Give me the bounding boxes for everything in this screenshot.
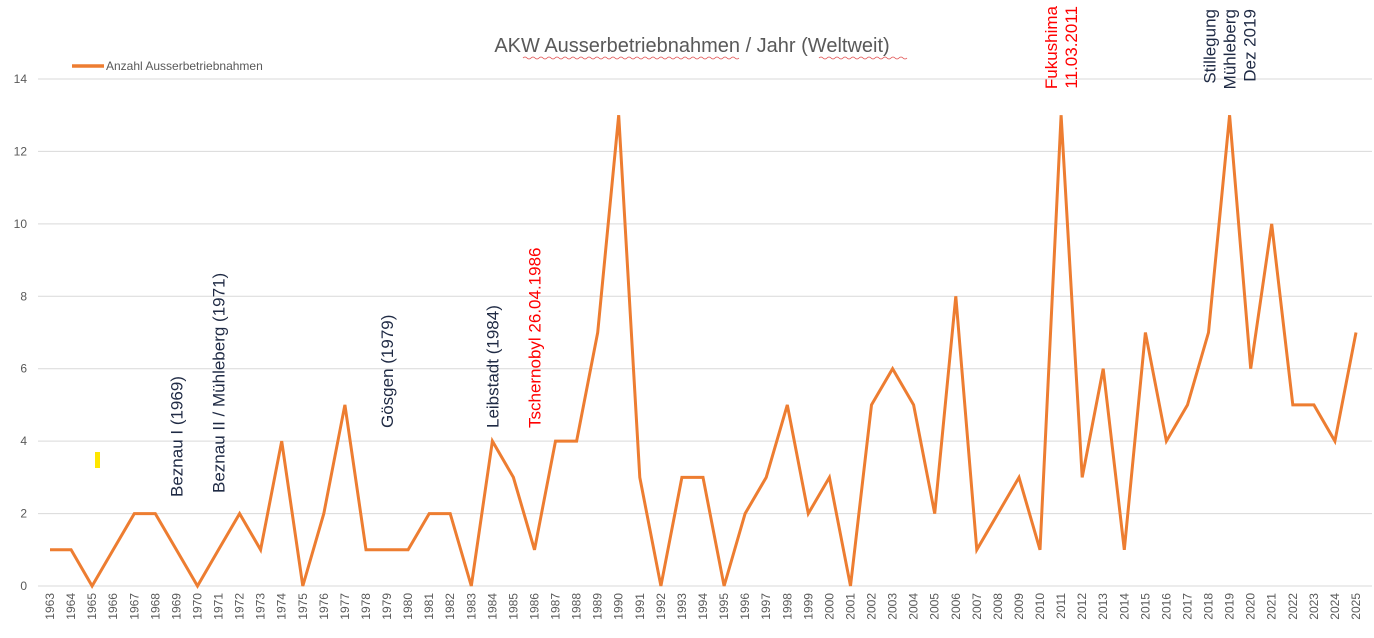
x-tick-label: 1985 (506, 593, 520, 620)
x-tick-label: 1969 (169, 593, 183, 620)
legend-label: Anzahl Ausserbetriebnahmen (106, 59, 263, 73)
annotation-2019: Mühleberg (1221, 9, 1240, 89)
x-tick-label: 1988 (570, 593, 584, 620)
y-tick-label: 4 (20, 434, 27, 448)
x-tick-label: 1997 (759, 593, 773, 620)
x-tick-label: 1995 (717, 593, 731, 620)
y-tick-label: 0 (20, 579, 27, 593)
x-tick-label: 1973 (254, 593, 268, 620)
x-tick-label: 1968 (148, 593, 162, 620)
chart-title: AKW Ausserbetriebnahmen / Jahr (Weltweit… (494, 35, 889, 57)
yellow-marker (95, 452, 100, 468)
x-tick-label: 2015 (1138, 593, 1152, 620)
y-axis-ticks: 0 2 4 6 8 10 12 14 (14, 72, 28, 593)
x-tick-label: 2020 (1244, 593, 1258, 620)
x-tick-label: 1991 (633, 593, 647, 620)
x-tick-label: 1982 (443, 593, 457, 620)
annotation-2019: Dez 2019 (1241, 9, 1260, 82)
y-tick-label: 14 (14, 72, 28, 86)
x-tick-label: 1998 (780, 593, 794, 620)
annotation-2011: Fukushima (1042, 5, 1061, 89)
x-tick-label: 2007 (970, 593, 984, 620)
annotation-1971: Beznau II / Mühleberg (1971) (210, 273, 229, 493)
annotations: Beznau I (1969) Beznau II / Mühleberg (19… (167, 5, 1259, 497)
y-tick-label: 2 (20, 507, 27, 521)
x-tick-label: 2001 (843, 593, 857, 620)
annotation-2019: Stillegung (1201, 9, 1220, 84)
annotation-2011: 11.03.2011 (1062, 6, 1081, 89)
x-tick-label: 1986 (527, 593, 541, 620)
y-tick-label: 6 (20, 362, 27, 376)
x-tick-label: 1983 (464, 593, 478, 620)
x-tick-label: 2003 (886, 593, 900, 620)
x-tick-label: 1970 (190, 593, 204, 620)
x-tick-label: 1984 (485, 593, 499, 620)
x-tick-label: 1993 (675, 593, 689, 620)
x-tick-label: 1980 (401, 593, 415, 620)
annotation-1969: Beznau I (1969) (167, 376, 186, 497)
x-tick-label: 1987 (549, 593, 563, 620)
x-tick-label: 1967 (127, 593, 141, 620)
x-tick-label: 2022 (1286, 593, 1300, 620)
x-tick-label: 2019 (1223, 593, 1237, 620)
x-tick-label: 1992 (654, 593, 668, 620)
x-tick-label: 1996 (738, 593, 752, 620)
annotation-1984: Leibstadt (1984) (483, 305, 502, 428)
annotation-1986: Tschernobyl 26.04.1986 (525, 247, 544, 428)
x-tick-label: 1965 (85, 593, 99, 620)
x-tick-label: 1966 (106, 593, 120, 620)
x-tick-label: 2006 (949, 593, 963, 620)
x-tick-label: 1981 (422, 593, 436, 620)
x-tick-label: 2018 (1202, 593, 1216, 620)
legend: Anzahl Ausserbetriebnahmen (72, 59, 263, 73)
x-tick-label: 2017 (1180, 593, 1194, 620)
x-tick-label: 1974 (275, 593, 289, 620)
x-tick-label: 1976 (317, 593, 331, 620)
annotation-1979: Gösgen (1979) (378, 315, 397, 428)
x-tick-label: 2021 (1265, 593, 1279, 620)
x-tick-label: 2023 (1307, 593, 1321, 620)
x-tick-label: 1990 (612, 593, 626, 620)
x-tick-label: 2011 (1054, 593, 1068, 619)
x-tick-label: 1999 (801, 593, 815, 620)
x-tick-label: 1978 (359, 593, 373, 620)
x-tick-label: 2002 (865, 593, 879, 620)
x-tick-label: 2008 (991, 593, 1005, 620)
x-tick-label: 1972 (233, 593, 247, 620)
x-tick-label: 1994 (696, 593, 710, 620)
x-tick-label: 1963 (43, 593, 57, 620)
x-tick-label: 2016 (1159, 593, 1173, 620)
x-tick-label: 2005 (928, 593, 942, 620)
spellcheck-underline (818, 56, 908, 60)
series-line-anzahl-ausserbetriebnahmen (50, 115, 1358, 589)
spellcheck-underline (522, 56, 740, 60)
x-tick-label: 2004 (907, 593, 921, 620)
x-tick-label: 1964 (64, 593, 78, 620)
y-tick-label: 8 (20, 289, 27, 303)
x-tick-label: 2010 (1033, 593, 1047, 620)
x-axis-ticks: 1963 1964 1965 1966 1967 1968 1969 1970 1971 1972… (43, 593, 1363, 620)
x-tick-label: 1979 (380, 593, 394, 620)
x-tick-label: 1989 (591, 593, 605, 620)
x-tick-label: 2024 (1328, 593, 1342, 620)
x-tick-label: 1975 (296, 593, 310, 620)
x-tick-label: 2000 (822, 593, 836, 620)
x-tick-label: 2012 (1075, 593, 1089, 620)
x-tick-label: 2025 (1349, 593, 1363, 620)
y-tick-label: 10 (14, 217, 28, 231)
x-tick-label: 1971 (212, 593, 226, 620)
x-tick-label: 1977 (338, 593, 352, 620)
x-tick-label: 2009 (1012, 593, 1026, 620)
x-tick-label: 2014 (1117, 593, 1131, 620)
x-tick-label: 2013 (1096, 593, 1110, 620)
gridlines (38, 78, 1372, 587)
y-tick-label: 12 (14, 144, 28, 158)
